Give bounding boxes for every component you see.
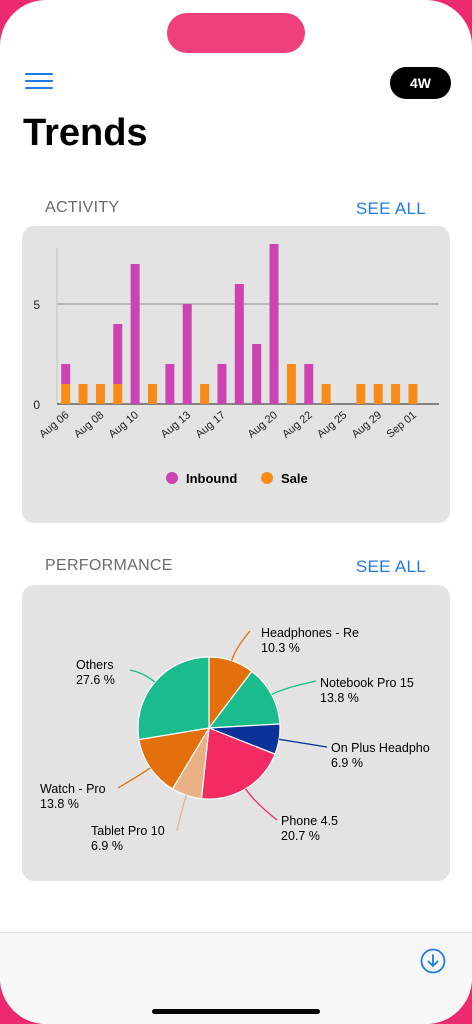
pie-leader-line bbox=[117, 767, 151, 789]
bar-inbound-aug-17[interactable] bbox=[217, 364, 227, 404]
y-tick-label: 0 bbox=[33, 398, 40, 412]
pie-label-value: 27.6 % bbox=[76, 673, 115, 687]
pie-leader-line bbox=[230, 630, 251, 661]
pie-label-value: 6.9 % bbox=[91, 839, 123, 853]
bar-inbound-aug-10[interactable] bbox=[130, 264, 140, 404]
pie-label-name: Others bbox=[76, 658, 114, 672]
bar-sale-aug-06[interactable] bbox=[61, 384, 71, 404]
bar-sale-aug-09[interactable] bbox=[113, 384, 123, 404]
pie-label-value: 6.9 % bbox=[331, 756, 363, 770]
bar-inbound-aug-22[interactable] bbox=[304, 364, 314, 404]
menu-line bbox=[25, 87, 53, 89]
pie-label-value: 13.8 % bbox=[40, 797, 79, 811]
x-tick-label: Aug 06 bbox=[37, 409, 71, 441]
pie-label-name: Headphones - Re bbox=[261, 626, 359, 640]
home-indicator bbox=[152, 1009, 320, 1014]
x-tick-label: Aug 13 bbox=[159, 409, 193, 441]
bar-inbound-aug-19[interactable] bbox=[252, 344, 262, 404]
legend-inbound-label: Inbound bbox=[186, 471, 237, 486]
pie-label-value: 13.8 % bbox=[320, 691, 359, 705]
pie-slice-1[interactable] bbox=[207, 670, 281, 729]
x-tick-label: Aug 25 bbox=[315, 409, 349, 441]
pie-leader-line bbox=[176, 795, 188, 832]
x-tick-label: Sep 01 bbox=[384, 409, 418, 441]
x-tick-label: Aug 10 bbox=[107, 409, 141, 441]
bar-inbound-aug-09[interactable] bbox=[113, 324, 123, 384]
page-title: Trends bbox=[23, 112, 148, 154]
pie-label-name: Tablet Pro 10 bbox=[91, 824, 165, 838]
bar-inbound-aug-06[interactable] bbox=[61, 364, 71, 384]
y-tick-label: 5 bbox=[33, 298, 40, 312]
activity-section-label: ACTIVITY bbox=[45, 199, 120, 216]
legend-inbound-marker bbox=[166, 472, 178, 484]
legend-sale-marker bbox=[261, 472, 273, 484]
pie-leader-line bbox=[245, 788, 278, 821]
bar-sale-aug-07[interactable] bbox=[78, 384, 88, 404]
menu-line bbox=[25, 80, 53, 82]
menu-line bbox=[25, 73, 53, 75]
bar-sale-sep-01[interactable] bbox=[408, 384, 418, 404]
x-tick-label: Aug 08 bbox=[72, 409, 106, 441]
dynamic-island bbox=[167, 13, 305, 53]
bottom-toolbar bbox=[0, 932, 472, 1024]
pie-label-name: Watch - Pro bbox=[40, 782, 106, 796]
bar-sale-aug-23[interactable] bbox=[321, 384, 331, 404]
pie-label-name: On Plus Headpho bbox=[331, 741, 430, 755]
hamburger-menu-icon[interactable] bbox=[25, 73, 53, 93]
activity-see-all-button[interactable]: SEE ALL bbox=[355, 199, 426, 218]
activity-chart-card: 0 5 Aug 06 Aug 08 Aug 10 Aug 13 Aug 17 Aug 20 Au… bbox=[22, 226, 450, 523]
x-tick-label: Aug 22 bbox=[280, 409, 314, 441]
bar-sale-aug-29[interactable] bbox=[373, 384, 383, 404]
pie-slice-3[interactable] bbox=[200, 727, 276, 800]
bar-sale-aug-08[interactable] bbox=[95, 384, 105, 404]
bar-inbound-aug-12[interactable] bbox=[165, 364, 175, 404]
period-button[interactable]: 4W bbox=[390, 67, 451, 99]
pie-leader-line bbox=[278, 738, 328, 748]
bar-sale-aug-14[interactable] bbox=[200, 384, 210, 404]
bar-sale-aug-11[interactable] bbox=[148, 384, 157, 404]
performance-section-label: PERFORMANCE bbox=[45, 557, 173, 574]
bar-sale-aug-26[interactable] bbox=[356, 384, 366, 404]
pie-leader-line bbox=[271, 680, 317, 696]
download-circle-icon[interactable] bbox=[420, 948, 446, 974]
pie-slice-5[interactable] bbox=[138, 727, 211, 790]
legend-sale-label: Sale bbox=[281, 471, 308, 486]
bar-inbound-aug-18[interactable] bbox=[234, 284, 244, 404]
x-tick-label: Aug 29 bbox=[350, 409, 384, 441]
x-tick-label: Aug 20 bbox=[246, 409, 280, 441]
pie-label-value: 20.7 % bbox=[281, 829, 320, 843]
bar-sale-aug-30[interactable] bbox=[391, 384, 401, 404]
bar-inbound-aug-20[interactable] bbox=[269, 244, 279, 404]
pie-label-name: Phone 4.5 bbox=[281, 814, 338, 828]
pie-label-value: 10.3 % bbox=[261, 641, 300, 655]
pie-leader-line bbox=[129, 669, 156, 683]
pie-slice-6[interactable] bbox=[137, 656, 210, 741]
bar-inbound-aug-13[interactable] bbox=[182, 304, 192, 404]
bar-sale-aug-21[interactable] bbox=[286, 364, 296, 404]
pie-label-name: Notebook Pro 15 bbox=[320, 676, 414, 690]
performance-see-all-button[interactable]: SEE ALL bbox=[355, 557, 426, 576]
performance-chart-card: Headphones - Re 10.3 % Notebook Pro 15 13.8… bbox=[22, 585, 450, 881]
x-tick-label: Aug 17 bbox=[193, 409, 227, 441]
